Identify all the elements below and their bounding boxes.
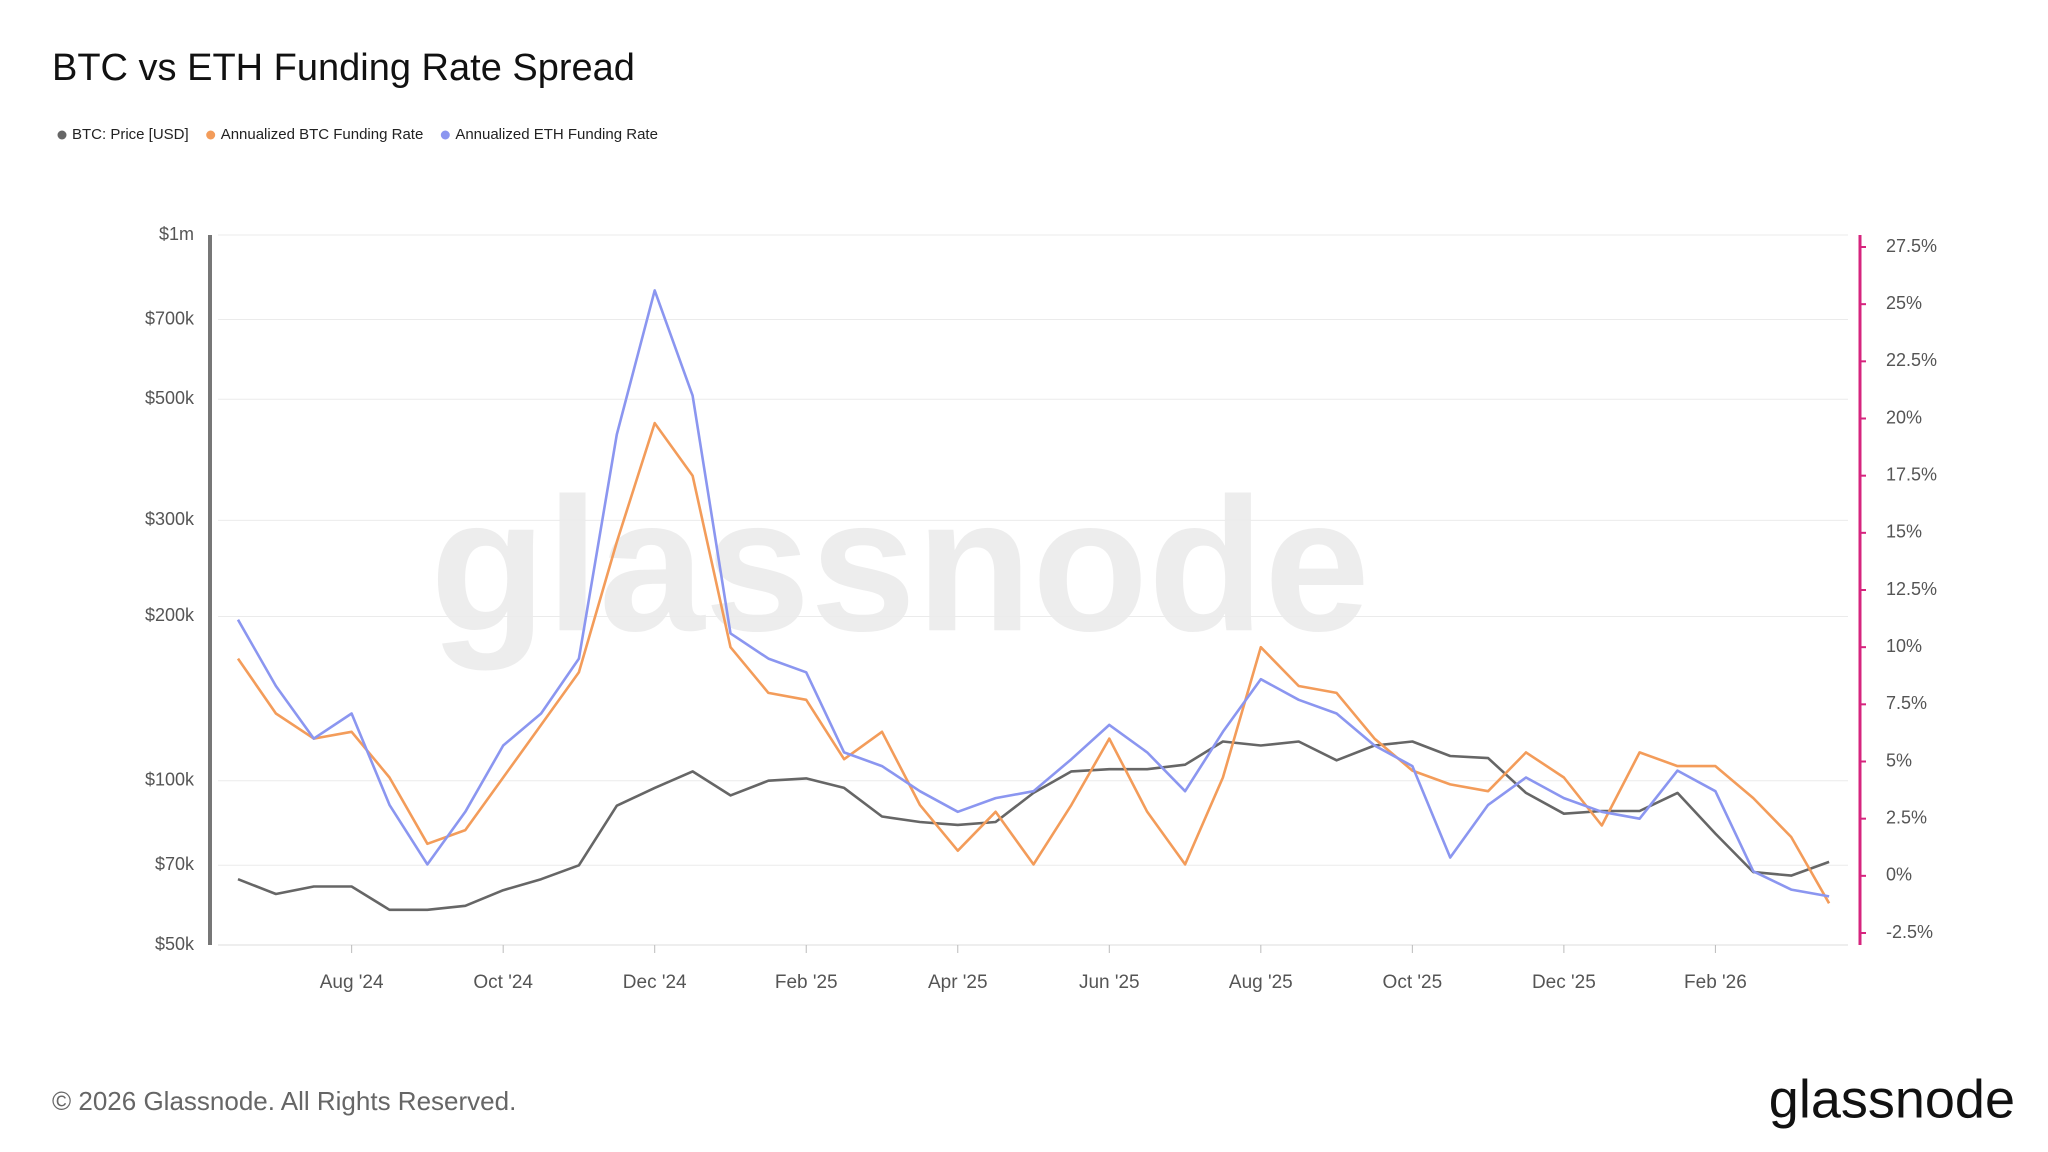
y2-tick-label: 17.5% [1886,464,1937,484]
y2-tick-label: 20% [1886,407,1922,427]
series-line [236,289,1830,898]
x-tick-label: Aug '25 [1229,972,1293,993]
y2-tick-label: 0% [1886,865,1912,885]
y-tick-label: $50k [155,934,195,954]
y2-tick-label: 12.5% [1886,579,1937,599]
y-tick-label: $70k [155,854,195,874]
y2-tick-label: 22.5% [1886,350,1937,370]
x-tick-label: Oct '25 [1383,972,1443,993]
y2-tick-label: -2.5% [1886,922,1933,942]
y2-tick-label: 7.5% [1886,693,1927,713]
y2-tick-label: 25% [1886,293,1922,313]
x-tick-label: Dec '24 [623,972,687,993]
y-tick-label: $1m [159,224,194,244]
y2-tick-label: 5% [1886,750,1912,770]
x-tick-label: Aug '24 [320,972,384,993]
legend-label: Annualized BTC Funding Rate [221,126,424,143]
legend-label: BTC: Price [USD] [72,126,189,143]
y-tick-label: $500k [145,388,195,408]
legend-marker [206,130,216,140]
y-tick-label: $700k [145,308,195,328]
x-tick-label: Jun '25 [1079,972,1140,993]
y-tick-label: $100k [145,769,195,789]
logo: glassnode [1769,1069,2015,1129]
x-tick-label: Feb '25 [775,972,838,993]
x-tick-label: Oct '24 [473,972,533,993]
y2-tick-label: 27.5% [1886,236,1937,256]
y-tick-label: $200k [145,605,195,625]
watermark: glassnode [430,459,1370,671]
chart-title: BTC vs ETH Funding Rate Spread [52,47,635,89]
x-tick-label: Apr '25 [928,972,988,993]
legend-marker [440,130,450,140]
x-tick-label: Feb '26 [1684,972,1747,993]
series-line [237,740,1830,912]
y2-tick-label: 15% [1886,522,1922,542]
series-line [236,421,1831,904]
copyright: © 2026 Glassnode. All Rights Reserved. [52,1086,516,1116]
x-tick-label: Dec '25 [1532,972,1596,993]
y-tick-label: $300k [145,509,195,529]
y2-tick-label: 10% [1886,636,1922,656]
legend-marker [57,130,67,140]
legend-label: Annualized ETH Funding Rate [455,126,658,143]
y2-tick-label: 2.5% [1886,807,1927,827]
